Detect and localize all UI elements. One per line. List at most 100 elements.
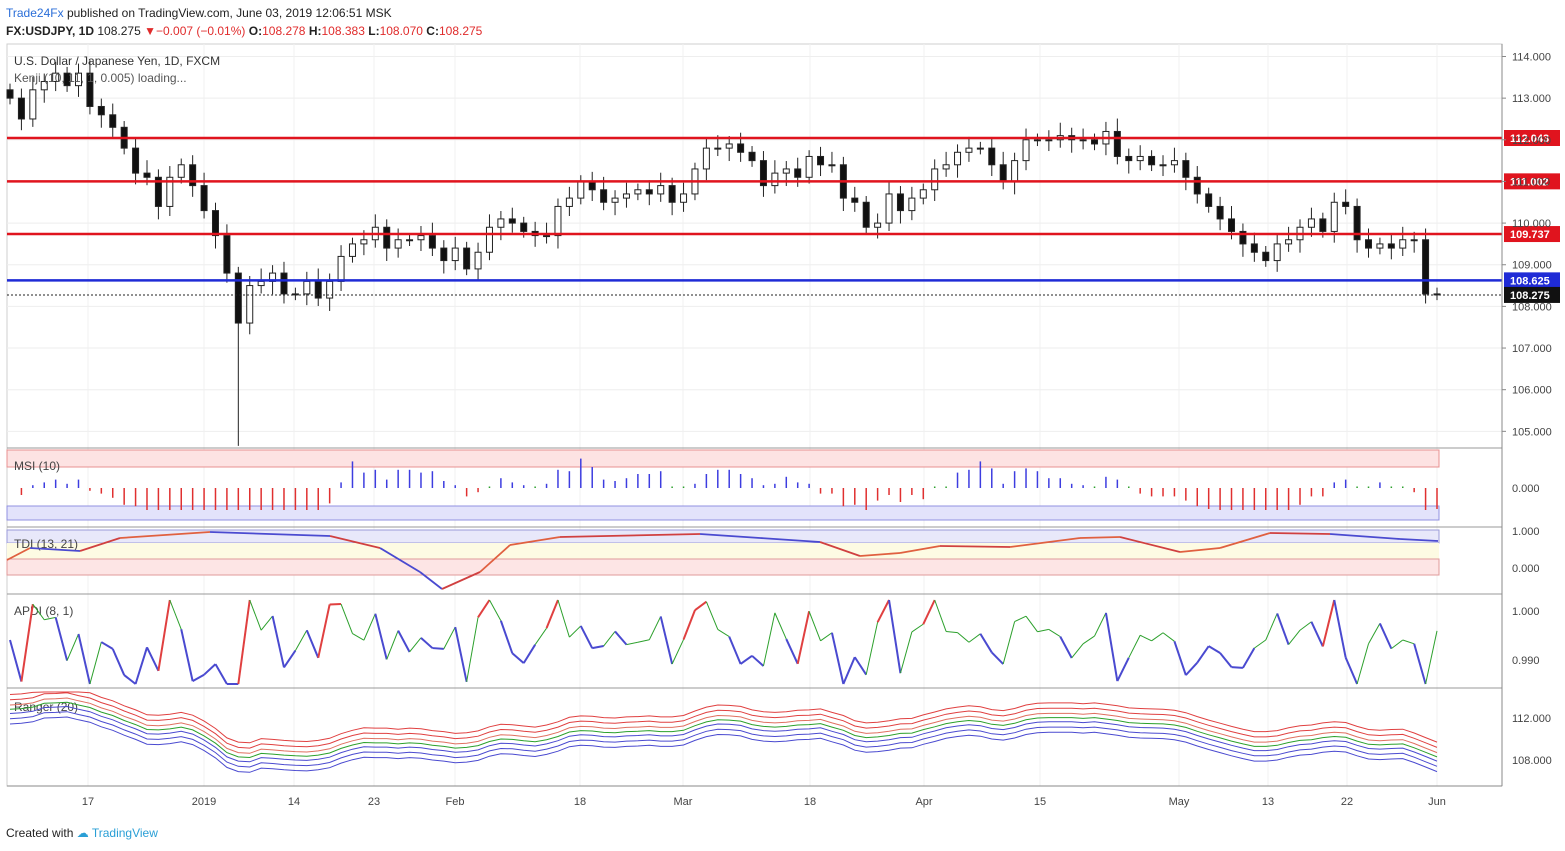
candle-body (908, 197, 916, 212)
candle-body (1353, 205, 1361, 241)
apdi-line (9, 639, 23, 682)
candle-body (896, 193, 904, 212)
candle-body (17, 97, 25, 120)
level-tag (1504, 130, 1560, 147)
candle-body (1250, 243, 1258, 253)
level-tag (1504, 226, 1560, 243)
tradingview-brand[interactable]: TradingView (91, 826, 158, 840)
apdi-line (1071, 643, 1084, 659)
apdi-line (1368, 623, 1381, 644)
apdi-line (1265, 613, 1278, 641)
apdi-line (888, 599, 902, 674)
candle-body (303, 280, 311, 295)
apdi-line (785, 638, 799, 665)
apdi-line (420, 637, 434, 649)
candle-body (622, 193, 630, 199)
apdi-line (1082, 635, 1095, 645)
candle-body (748, 151, 756, 162)
apdi-line (603, 631, 616, 647)
tdi-line (1079, 536, 1121, 539)
apdi-line (1151, 632, 1164, 642)
candle-body (337, 255, 345, 282)
tradingview-logo-icon: ☁ (76, 826, 89, 840)
apdi-line (694, 600, 707, 611)
ranger-band-line (9, 691, 1438, 744)
y-tick-label: 114.000 (1512, 51, 1551, 63)
candle-body (189, 164, 197, 187)
tdi-mid-band (7, 543, 1439, 559)
candle-body (1182, 160, 1190, 178)
tdi-line (1329, 533, 1401, 540)
apdi-line (499, 620, 514, 654)
tdi-line (1119, 536, 1181, 553)
x-tick-label: 22 (1341, 796, 1353, 808)
candle-body (1159, 164, 1167, 167)
x-tick-label: 17 (82, 796, 94, 808)
apdi-line (991, 651, 1004, 665)
apdi-line (1344, 657, 1359, 685)
candle-body (86, 72, 94, 107)
candle-body (1193, 176, 1201, 195)
candle-body (234, 272, 242, 324)
apdi-line (409, 637, 422, 653)
apdi-line (899, 631, 913, 674)
apdi-tick-label: 0.990 (1512, 655, 1540, 667)
apdi-line (911, 623, 924, 633)
x-tick-label: Jun (1428, 796, 1446, 808)
candle-body (1136, 155, 1144, 162)
candle-body (885, 193, 893, 224)
candle-body (451, 247, 459, 262)
apdi-line (305, 629, 320, 659)
apdi-line (1413, 643, 1427, 685)
apdi-line (1196, 645, 1210, 664)
apdi-line (1104, 612, 1119, 682)
candle-body (440, 247, 448, 262)
apdi-line (1242, 647, 1256, 669)
publisher-name[interactable]: Trade24Fx (6, 6, 64, 20)
candle-body (714, 147, 722, 150)
candle-body (759, 160, 767, 187)
apdi-line (1037, 628, 1049, 633)
tdi-line (939, 545, 1011, 548)
apdi-line (1231, 666, 1243, 669)
msi-upper-band (6, 449, 1440, 468)
last-price-label: 108.275 (1510, 290, 1550, 302)
apdi-line (1219, 652, 1233, 668)
apdi-line (934, 599, 947, 632)
apdi-line (20, 604, 34, 682)
tdi-line (329, 535, 381, 549)
candle-body (1273, 243, 1281, 262)
candle-body (154, 176, 162, 207)
candle-body (794, 168, 802, 178)
candle-body (348, 243, 356, 257)
candle-body (143, 172, 151, 178)
apdi-line (192, 673, 205, 683)
apdi-line (169, 599, 182, 630)
candle-body (211, 210, 219, 237)
candle-body (851, 197, 859, 203)
apdi-line (728, 636, 742, 665)
apdi-line (432, 647, 444, 650)
candle-body (1410, 239, 1418, 242)
y-tick-label: 106.000 (1512, 385, 1552, 397)
candle-body (485, 226, 493, 253)
apdi-line (1321, 599, 1336, 647)
low-value: 108.070 (379, 24, 423, 38)
apdi-line (77, 633, 91, 685)
ranger-tick-label: 108.000 (1512, 755, 1552, 767)
level-tag-label: 109.737 (1510, 229, 1550, 241)
candle-body (942, 164, 950, 170)
apdi-line (1208, 645, 1221, 654)
candle-body (97, 105, 105, 116)
candle-body (817, 155, 825, 166)
tdi-line (479, 544, 511, 573)
candle-body (326, 280, 334, 299)
close-value: 108.275 (438, 24, 483, 38)
symbol-label[interactable]: FX:USDJPY, 1D (6, 24, 95, 38)
candle-body (680, 193, 688, 203)
candle-body (657, 185, 665, 195)
apdi-tick-label: 1.000 (1512, 606, 1540, 618)
apdi-line (32, 603, 45, 621)
tdi-line (819, 541, 861, 557)
